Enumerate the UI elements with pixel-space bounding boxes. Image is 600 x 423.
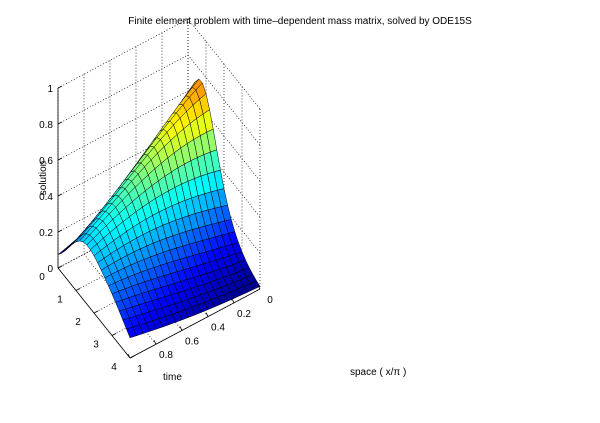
time-tick-label: 1 (57, 295, 63, 306)
time-tick-label: 3 (93, 340, 99, 351)
z-tick-mark (57, 193, 63, 197)
z-tick-mark (57, 121, 63, 125)
z-tick-label: 0.2 (39, 228, 53, 239)
z-tick-mark (57, 85, 63, 89)
time-tick-label: 2 (75, 317, 81, 328)
space-tick-mark (179, 326, 183, 331)
time-tick-label: 4 (111, 362, 117, 373)
z-tick-label: 0.8 (39, 120, 53, 131)
time-tick-mark (75, 288, 81, 291)
z-axis-label: solution (38, 161, 49, 195)
surface-patch (126, 326, 137, 339)
chart-title: Finite element problem with time–depende… (128, 16, 472, 27)
space-tick-mark (153, 340, 157, 345)
time-tick-mark (129, 355, 135, 359)
space-tick-label: 0 (267, 295, 273, 306)
time-tick-mark (93, 310, 99, 314)
space-tick-label: 1 (137, 364, 143, 375)
grid-line-z (57, 54, 261, 146)
time-tick-mark (111, 333, 117, 336)
space-tick-mark (127, 353, 131, 359)
grid-line-z (57, 18, 261, 110)
z-tick-label: 0.4 (39, 192, 53, 203)
z-tick-label: 0 (47, 264, 53, 275)
space-tick-label: 0.2 (237, 309, 251, 320)
tick-labels: 0 0.2 0.4 0.6 0.8 1 0 1 2 3 4 0 0.2 0.4 0.6 0.8 1 (39, 84, 273, 375)
z-tick-label: 1 (47, 84, 53, 95)
z-tick-label: 0.6 (39, 156, 53, 167)
z-tick-mark (57, 229, 63, 233)
time-tick-mark (57, 265, 63, 269)
space-tick-mark (231, 298, 235, 303)
space-axis-line (129, 288, 261, 359)
space-tick-label: 0.8 (159, 350, 173, 361)
z-tick-mark (57, 157, 63, 161)
space-tick-label: 0.6 (185, 336, 199, 347)
space-tick-mark (257, 284, 261, 290)
space-tick-label: 0.4 (211, 323, 225, 334)
solution-surface (57, 78, 261, 339)
x-axis-label: space ( x/π ) (350, 367, 406, 378)
space-tick-mark (205, 312, 209, 317)
time-tick-label: 0 (39, 272, 45, 283)
y-axis-label: time (163, 372, 182, 383)
